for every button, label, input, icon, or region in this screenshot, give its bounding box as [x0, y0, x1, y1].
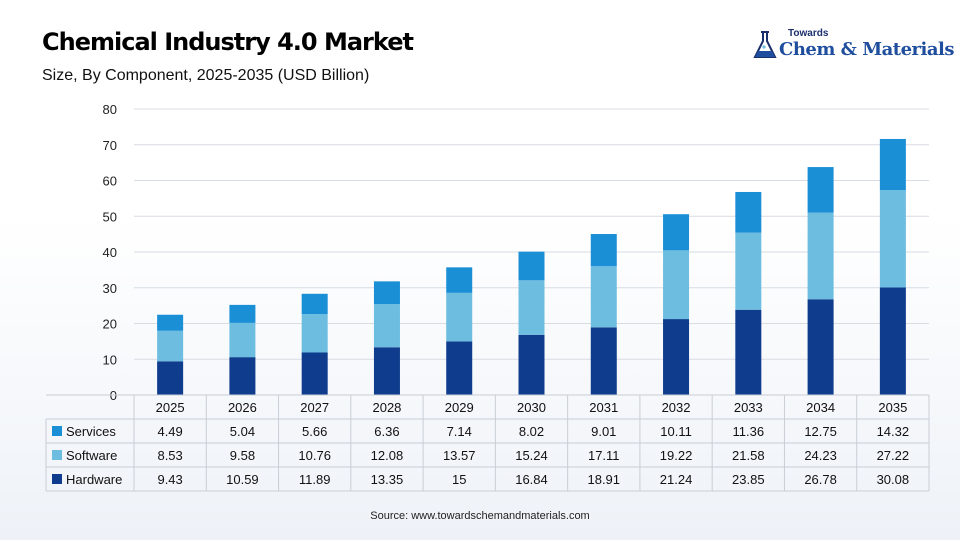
y-tick-label: 30 [103, 281, 117, 296]
chart-title: Chemical Industry 4.0 Market [42, 28, 414, 56]
bar-services [157, 314, 184, 331]
data-label: 21.58 [732, 448, 765, 463]
data-label: 21.24 [660, 472, 693, 487]
legend-label: Services [66, 424, 116, 439]
data-label: 9.58 [230, 448, 255, 463]
bar-software [157, 330, 184, 362]
legend-label: Hardware [66, 472, 122, 487]
data-label: 13.35 [371, 472, 404, 487]
data-label: 15.24 [515, 448, 548, 463]
data-label: 7.14 [447, 424, 472, 439]
data-label: 8.53 [157, 448, 182, 463]
data-label: 6.36 [374, 424, 399, 439]
bar-hardware [229, 357, 256, 395]
data-label: 23.85 [732, 472, 765, 487]
x-tick-label: 2032 [662, 400, 691, 415]
data-label: 10.76 [298, 448, 331, 463]
bar-services [590, 234, 617, 267]
data-label: 14.32 [877, 424, 910, 439]
y-tick-label: 80 [103, 102, 117, 117]
x-tick-label: 2035 [878, 400, 907, 415]
bar-services [518, 251, 545, 281]
data-label: 16.84 [515, 472, 548, 487]
legend-swatch [52, 450, 62, 460]
bar-services [301, 293, 328, 315]
y-tick-label: 70 [103, 138, 117, 153]
data-label: 26.78 [804, 472, 837, 487]
bar-hardware [157, 361, 184, 395]
bar-software [301, 314, 328, 353]
bar-software [663, 250, 690, 320]
x-tick-label: 2033 [734, 400, 763, 415]
data-label: 12.08 [371, 448, 404, 463]
x-tick-label: 2026 [228, 400, 257, 415]
data-label: 9.01 [591, 424, 616, 439]
x-tick-label: 2029 [445, 400, 474, 415]
logo-small-text: Towards [788, 28, 829, 39]
x-tick-label: 2034 [806, 400, 835, 415]
bar-hardware [735, 309, 762, 395]
bar-software [229, 322, 256, 358]
x-tick-label: 2030 [517, 400, 546, 415]
legend-label: Software [66, 448, 117, 463]
bar-services [229, 304, 256, 323]
bar-software [373, 304, 400, 348]
data-label: 10.59 [226, 472, 259, 487]
data-label: 10.11 [660, 424, 692, 439]
y-tick-label: 10 [103, 352, 117, 367]
data-label: 18.91 [587, 472, 620, 487]
y-tick-label: 60 [103, 174, 117, 189]
legend-swatch [52, 426, 62, 436]
bar-hardware [807, 299, 834, 395]
bar-hardware [373, 347, 400, 395]
bar-services [373, 281, 400, 305]
data-label: 12.75 [804, 424, 837, 439]
bar-hardware [879, 287, 906, 395]
bar-software [518, 280, 545, 335]
data-label: 11.36 [733, 424, 765, 439]
data-label: 13.57 [443, 448, 476, 463]
bar-hardware [518, 334, 545, 395]
bar-hardware [590, 327, 617, 395]
x-tick-label: 2028 [372, 400, 401, 415]
bar-software [446, 292, 473, 342]
y-tick-label: 50 [103, 209, 117, 224]
data-label: 8.02 [519, 424, 544, 439]
x-tick-label: 2025 [156, 400, 185, 415]
bar-hardware [446, 341, 473, 395]
bar-services [807, 167, 834, 213]
data-label: 11.89 [299, 472, 331, 487]
data-label: 9.43 [157, 472, 182, 487]
y-tick-label: 20 [103, 317, 117, 332]
bar-services [735, 191, 762, 233]
data-label: 24.23 [804, 448, 837, 463]
data-label: 30.08 [877, 472, 910, 487]
bar-services [879, 138, 906, 191]
bar-hardware [301, 352, 328, 395]
data-label: 5.04 [230, 424, 255, 439]
data-label: 5.66 [302, 424, 327, 439]
brand-logo: Towards Chem & Materials [752, 28, 955, 62]
logo-brand-text: Chem & Materials [779, 39, 955, 60]
source-note: Source: www.towardschemandmaterials.com [370, 510, 590, 522]
data-label: 15 [452, 472, 466, 487]
bar-software [879, 190, 906, 288]
data-label: 27.22 [877, 448, 910, 463]
bar-software [735, 232, 762, 310]
chart-subtitle: Size, By Component, 2025-2035 (USD Billi… [42, 67, 370, 84]
data-label: 4.49 [157, 424, 182, 439]
bar-services [446, 267, 473, 293]
data-label: 17.11 [588, 448, 620, 463]
legend-swatch [52, 474, 62, 484]
x-tick-label: 2031 [589, 400, 618, 415]
bar-software [590, 266, 617, 328]
bar-software [807, 212, 834, 300]
data-label: 19.22 [660, 448, 693, 463]
y-tick-label: 40 [103, 245, 117, 260]
flask-icon [753, 31, 777, 58]
bar-services [663, 214, 690, 251]
bar-hardware [663, 319, 690, 395]
x-tick-label: 2027 [300, 400, 329, 415]
